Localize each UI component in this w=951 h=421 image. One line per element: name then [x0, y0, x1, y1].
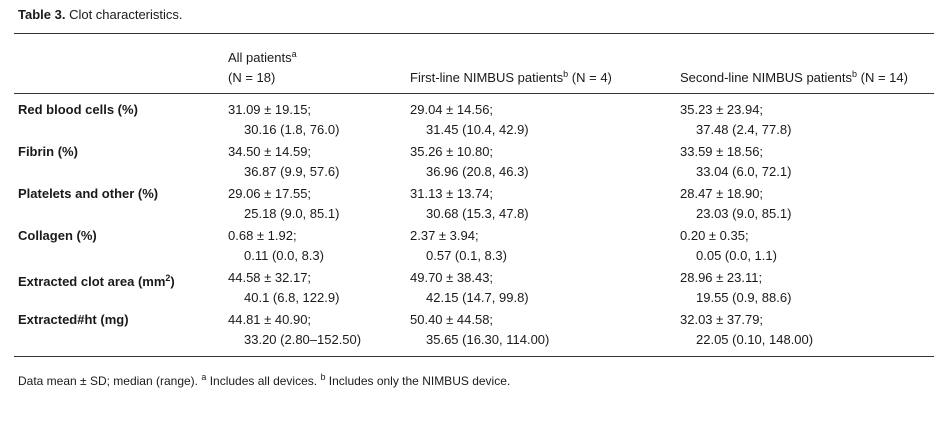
cell-median-range: 19.55 (0.9, 88.6): [696, 290, 792, 305]
cell-median-range: 0.05 (0.0, 1.1): [696, 248, 777, 263]
cell-median-range: 42.15 (14.7, 99.8): [426, 290, 529, 305]
row-label-text: Red blood cells (%): [18, 102, 138, 117]
column-n: (N = 4): [571, 70, 612, 85]
row-label-text: ): [170, 274, 175, 289]
cell-median-range: 30.68 (15.3, 47.8): [426, 206, 529, 221]
cell-median-range: 31.45 (10.4, 42.9): [426, 122, 529, 137]
row-label-text: Fibrin (%): [18, 144, 78, 159]
cell-mean-sd: 44.81 ± 40.90;: [228, 312, 312, 327]
cell-mean-sd: 35.26 ± 10.80;: [410, 144, 494, 159]
cell-median-range: 36.87 (9.9, 57.6): [244, 164, 340, 179]
footnote-text: Includes all devices.: [209, 374, 318, 388]
cell-mean-sd: 0.68 ± 1.92;: [228, 228, 297, 243]
row-label: Platelets and other (%): [18, 184, 158, 204]
cell-mean-sd: 33.59 ± 18.56;: [680, 144, 764, 159]
column-note: b: [851, 69, 857, 79]
footnote-mark: a: [201, 372, 207, 382]
footnote-mark: b: [320, 372, 326, 382]
cell-median-range: 25.18 (9.0, 85.1): [244, 206, 340, 221]
column-n: (N = 14): [860, 70, 908, 85]
cell-mean-sd: 44.58 ± 32.17;: [228, 270, 312, 285]
cell-mean-sd: 49.70 ± 38.43;: [410, 270, 494, 285]
row-label: Fibrin (%): [18, 142, 78, 162]
cell-mean-sd: 35.23 ± 23.94;: [680, 102, 764, 117]
column-n: (N = 18): [228, 70, 276, 85]
row-label: Red blood cells (%): [18, 100, 138, 120]
column-title: First-line NIMBUS patients: [410, 70, 564, 85]
cell-mean-sd: 29.06 ± 17.55;: [228, 186, 312, 201]
cell-median-range: 30.16 (1.8, 76.0): [244, 122, 340, 137]
cell-median-range: 33.20 (2.80–152.50): [244, 332, 362, 347]
cell-mean-sd: 28.47 ± 18.90;: [680, 186, 764, 201]
caption-label: Table 3.: [18, 7, 66, 22]
column-note: b: [563, 69, 569, 79]
cell-mean-sd: 28.96 ± 23.11;: [680, 270, 763, 285]
row-label-text: Extracted clot area (mm: [18, 274, 166, 289]
bottom-rule: [14, 356, 934, 357]
cell-median-range: 35.65 (16.30, 114.00): [426, 332, 550, 347]
header-rule: [14, 93, 934, 94]
row-label-text: Collagen (%): [18, 228, 97, 243]
footnote-text: Includes only the NIMBUS device.: [328, 374, 511, 388]
row-label: Collagen (%): [18, 226, 97, 246]
column-title: All patients: [228, 50, 292, 65]
row-label: Extracted clot area (mm2): [18, 268, 175, 292]
row-label: Extracted#ht (mg): [18, 310, 129, 330]
cell-median-range: 22.05 (0.10, 148.00): [696, 332, 814, 347]
cell-mean-sd: 0.20 ± 0.35;: [680, 228, 749, 243]
row-label-text: Extracted#ht (mg): [18, 312, 129, 327]
cell-mean-sd: 29.04 ± 14.56;: [410, 102, 494, 117]
column-header: First-line NIMBUS patientsb (N = 4): [410, 64, 612, 88]
cell-mean-sd: 31.09 ± 19.15;: [228, 102, 312, 117]
cell-median-range: 0.11 (0.0, 8.3): [244, 248, 324, 263]
cell-mean-sd: 31.13 ± 13.74;: [410, 186, 494, 201]
cell-median-range: 36.96 (20.8, 46.3): [426, 164, 529, 179]
cell-median-range: 33.04 (6.0, 72.1): [696, 164, 792, 179]
cell-median-range: 0.57 (0.1, 8.3): [426, 248, 507, 263]
cell-mean-sd: 34.50 ± 14.59;: [228, 144, 312, 159]
top-rule: [14, 33, 934, 34]
cell-median-range: 23.03 (9.0, 85.1): [696, 206, 792, 221]
caption: Table 3. Clot characteristics.: [18, 7, 183, 22]
column-header: All patientsa (N = 18): [228, 44, 297, 88]
column-title: Second-line NIMBUS patients: [680, 70, 852, 85]
cell-mean-sd: 2.37 ± 3.94;: [410, 228, 479, 243]
column-header: Second-line NIMBUS patientsb (N = 14): [680, 64, 908, 88]
cell-mean-sd: 32.03 ± 37.79;: [680, 312, 764, 327]
cell-median-range: 37.48 (2.4, 77.8): [696, 122, 792, 137]
row-label-text: Platelets and other (%): [18, 186, 159, 201]
cell-mean-sd: 50.40 ± 44.58;: [410, 312, 494, 327]
footnote: Data mean ± SD; median (range). a Includ…: [18, 372, 510, 388]
caption-text: Clot characteristics.: [69, 7, 183, 22]
cell-median-range: 40.1 (6.8, 122.9): [244, 290, 340, 305]
footnote-text: Data mean ± SD; median (range).: [18, 374, 198, 388]
column-note: a: [291, 49, 297, 59]
row-label-sup: 2: [165, 273, 171, 283]
